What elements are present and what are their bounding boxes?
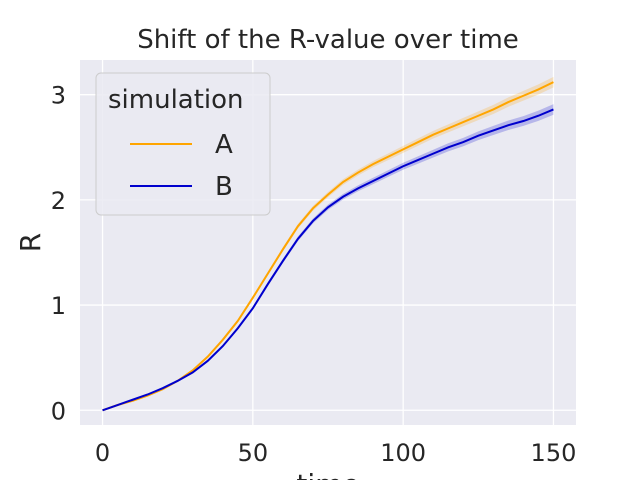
y-tick-label: 0 [51, 397, 66, 425]
series-B-line [102, 108, 554, 412]
y-tick-label: 2 [51, 187, 66, 215]
x-axis-label: time [296, 468, 359, 480]
tick-labels: 0 50 100 150 0 1 2 3 [51, 82, 577, 467]
legend-title: simulation [108, 85, 244, 115]
x-tick-label: 0 [95, 439, 110, 467]
x-tick-label: 150 [531, 439, 577, 467]
legend-label-A: A [215, 130, 233, 160]
legend-label-B: B [215, 172, 233, 202]
legend: simulation AB [95, 72, 271, 216]
x-tick-label: 50 [238, 439, 269, 467]
y-tick-label: 1 [51, 292, 66, 320]
x-tick-label: 100 [380, 439, 426, 467]
y-tick-label: 3 [51, 82, 66, 110]
chart-title: Shift of the R-value over time [137, 25, 519, 55]
y-axis-label: R [14, 233, 47, 252]
legend-items: AB [130, 130, 233, 202]
series-layer [102, 76, 554, 412]
